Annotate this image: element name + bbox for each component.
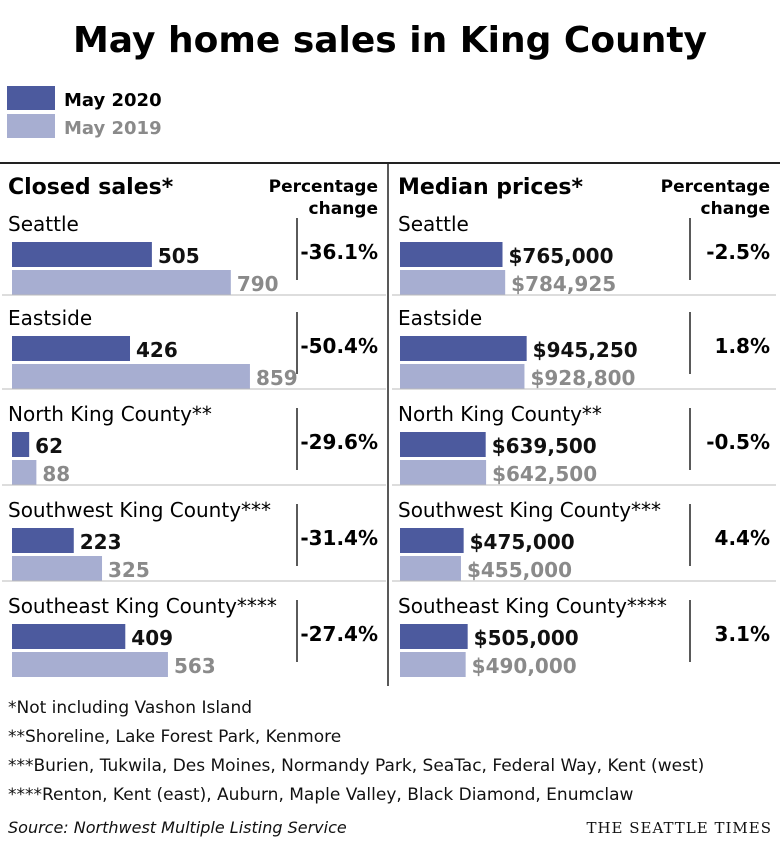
sales-value-label: 859: [256, 366, 298, 390]
sales-category-label: Eastside: [8, 306, 92, 330]
price-bar-2020: [400, 242, 503, 267]
sales-percent-change: -29.6%: [300, 430, 378, 454]
sales-value-label: 790: [237, 272, 279, 296]
sales-bar-2020: [12, 432, 30, 457]
chart-title: May home sales in King County: [73, 20, 707, 61]
sales-percent-change: -36.1%: [300, 240, 378, 264]
price-percent-change: 1.8%: [715, 334, 770, 358]
price-panel-title: Median prices*: [398, 175, 583, 200]
price-bar-2019: [400, 556, 461, 581]
price-change-header: Percentage: [661, 177, 770, 197]
sales-category-label: Southwest King County***: [8, 498, 271, 522]
price-percent-change: 3.1%: [715, 622, 770, 646]
price-value-label: $945,250: [533, 338, 638, 362]
sales-value-label: 88: [42, 462, 70, 486]
price-value-label: $490,000: [472, 654, 577, 678]
footnote-2: **Shoreline, Lake Forest Park, Kenmore: [8, 727, 342, 747]
price-category-label: Southeast King County****: [398, 594, 667, 618]
source-note: Source: Northwest Multiple Listing Servi…: [8, 818, 347, 837]
price-bar-2019: [400, 364, 525, 389]
sales-bar-2020: [12, 242, 152, 267]
price-category-label: Seattle: [398, 212, 469, 236]
price-percent-change: -0.5%: [706, 430, 770, 454]
sales-value-label: 505: [158, 244, 200, 268]
sales-bar-2019: [12, 460, 37, 485]
footnote-4: ****Renton, Kent (east), Auburn, Maple V…: [8, 785, 634, 805]
sales-percent-change: -50.4%: [300, 334, 378, 358]
sales-value-label: 325: [108, 558, 150, 582]
sales-bar-2019: [12, 270, 231, 295]
footnote-1: *Not including Vashon Island: [8, 698, 253, 718]
home-sales-chart: May home sales in King County May 2020 M…: [0, 20, 780, 686]
price-category-label: Southwest King County***: [398, 498, 661, 522]
legend-swatch-2019: [7, 114, 55, 138]
sales-category-label: North King County**: [8, 402, 212, 426]
price-value-label: $765,000: [509, 244, 614, 268]
price-value-label: $639,500: [492, 434, 597, 458]
sales-value-label: 62: [35, 434, 63, 458]
price-value-label: $475,000: [470, 530, 575, 554]
sales-bar-2019: [12, 556, 103, 581]
price-bar-2020: [400, 336, 527, 361]
price-value-label: $928,800: [530, 366, 635, 390]
sales-value-label: 563: [174, 654, 216, 678]
price-bar-2020: [400, 528, 464, 553]
price-bar-2019: [400, 270, 506, 295]
price-bar-2020: [400, 624, 468, 649]
price-percent-change: 4.4%: [715, 526, 770, 550]
sales-panel-title: Closed sales*: [8, 175, 174, 200]
price-change-header: change: [701, 199, 770, 219]
publisher-logo: THE SEATTLE TIMES: [586, 819, 772, 837]
sales-bar-2020: [12, 336, 131, 361]
price-bar-2019: [400, 652, 466, 677]
price-value-label: $455,000: [467, 558, 572, 582]
sales-category-label: Southeast King County****: [8, 594, 277, 618]
legend-label-2019: May 2019: [64, 118, 162, 139]
price-bar-2020: [400, 432, 486, 457]
sales-value-label: 409: [131, 626, 173, 650]
price-bar-2019: [400, 460, 487, 485]
sales-category-label: Seattle: [8, 212, 79, 236]
sales-bar-2020: [12, 624, 126, 649]
sales-bar-2019: [12, 652, 168, 677]
price-value-label: $505,000: [474, 626, 579, 650]
price-value-label: $784,925: [511, 272, 616, 296]
price-value-label: $642,500: [492, 462, 597, 486]
sales-percent-change: -27.4%: [300, 622, 378, 646]
legend-label-2020: May 2020: [64, 90, 162, 111]
legend-swatch-2020: [7, 86, 55, 110]
price-category-label: North King County**: [398, 402, 602, 426]
sales-percent-change: -31.4%: [300, 526, 378, 550]
sales-change-header: Percentage: [269, 177, 378, 197]
footnote-3: ***Burien, Tukwila, Des Moines, Normandy…: [8, 756, 705, 776]
sales-bar-2019: [12, 364, 250, 389]
price-percent-change: -2.5%: [706, 240, 770, 264]
price-category-label: Eastside: [398, 306, 482, 330]
sales-bar-2020: [12, 528, 74, 553]
sales-value-label: 426: [136, 338, 178, 362]
sales-change-header: change: [309, 199, 378, 219]
sales-value-label: 223: [80, 530, 122, 554]
